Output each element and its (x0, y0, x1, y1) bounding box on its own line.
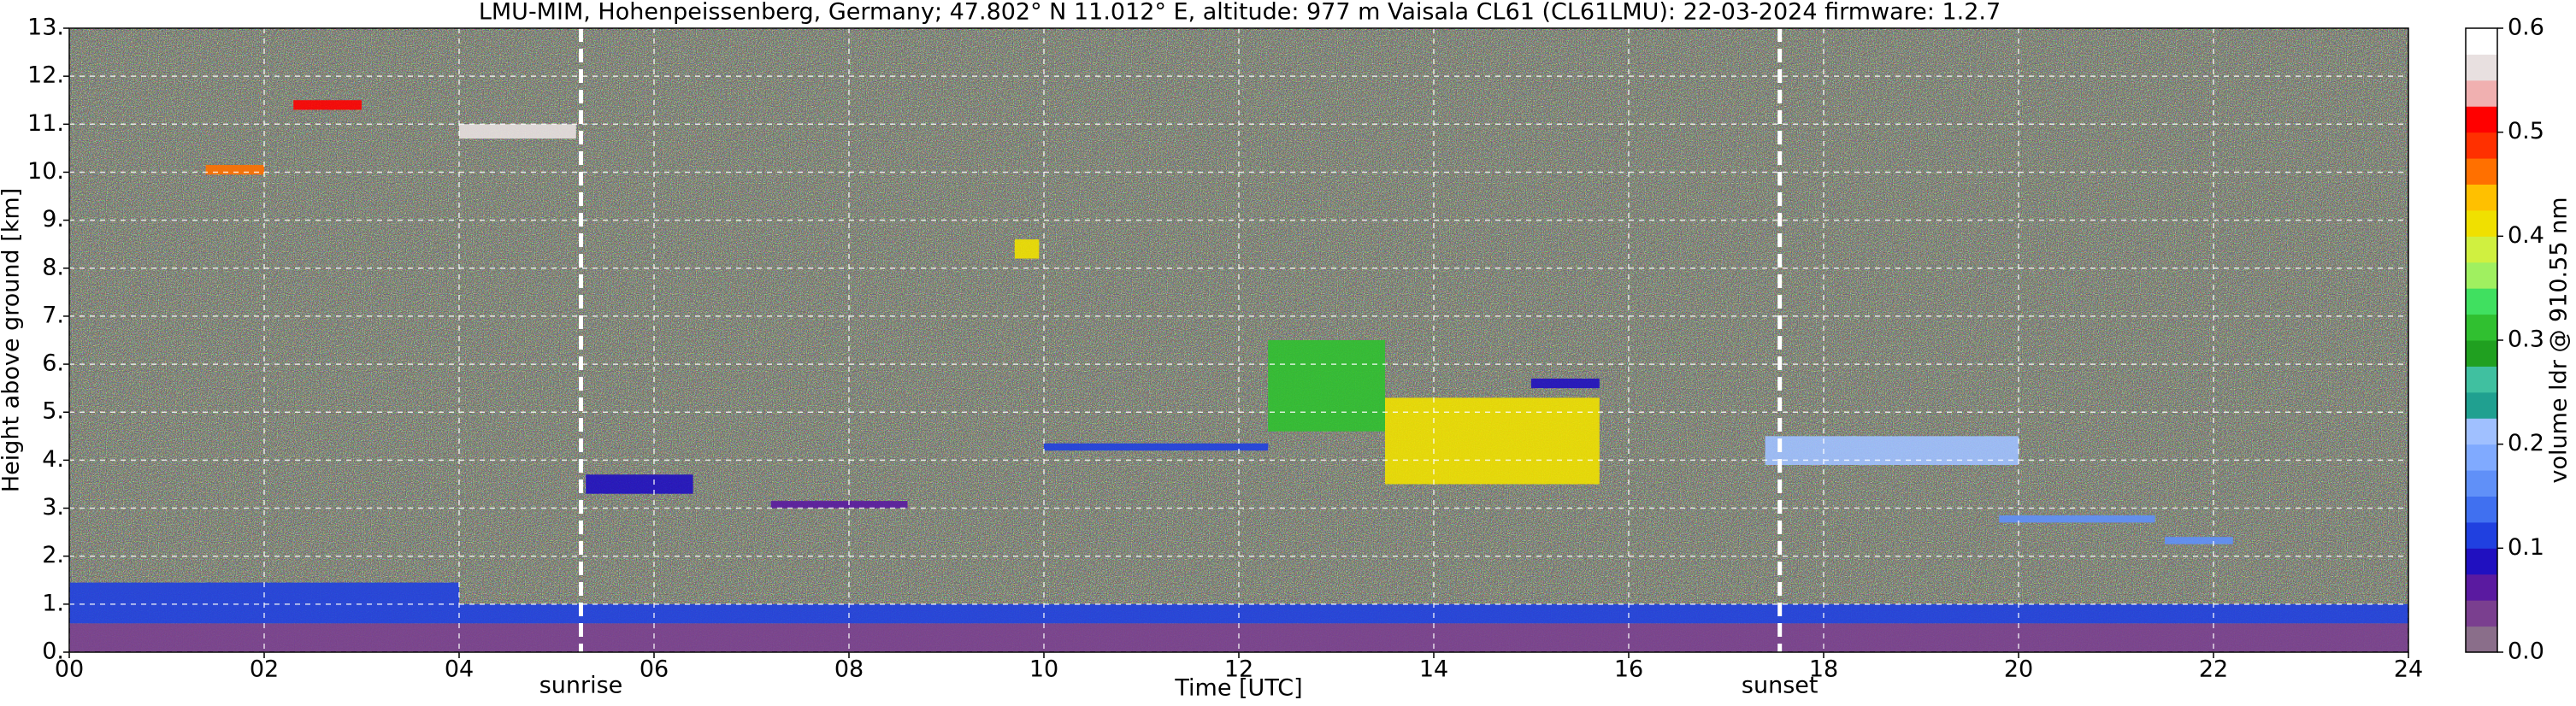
colorbar-swatch (2466, 288, 2497, 315)
x-tick-label: 12 (1224, 656, 1253, 683)
colorbar-swatch (2466, 444, 2497, 471)
y-tick-label: 1. (42, 590, 64, 616)
x-tick-label: 18 (1809, 656, 1838, 683)
colorbar-swatch (2466, 470, 2497, 497)
colorbar-swatch (2466, 184, 2497, 211)
y-tick-label: 12. (27, 62, 64, 89)
colorbar-swatch (2466, 496, 2497, 523)
chart-title: LMU-MIM, Hohenpeissenberg, Germany; 47.8… (479, 0, 2001, 26)
annotation-label: sunset (1742, 673, 1819, 699)
y-tick-label: 11. (27, 110, 64, 137)
ldr-layer (293, 100, 362, 110)
colorbar-swatch (2466, 314, 2497, 341)
ldr-layer (459, 124, 576, 139)
colorbar-tick-label: 0.6 (2508, 15, 2544, 41)
y-tick-label: 7. (42, 302, 64, 328)
colorbar-tick-label: 0.2 (2508, 430, 2544, 456)
y-tick-label: 0. (42, 638, 64, 665)
x-tick-label: 14 (1419, 656, 1448, 683)
y-tick-label: 2. (42, 542, 64, 568)
y-tick-label: 3. (42, 494, 64, 521)
x-tick-label: 22 (2199, 656, 2228, 683)
y-tick-label: 8. (42, 254, 64, 280)
colorbar-swatch (2466, 132, 2497, 159)
x-tick-label: 24 (2394, 656, 2423, 683)
colorbar-swatch (2466, 158, 2497, 185)
colorbar-tick-label: 0.1 (2508, 534, 2544, 561)
colorbar-swatch (2466, 209, 2497, 237)
y-tick-label: 4. (42, 446, 64, 473)
y-tick-label: 5. (42, 398, 64, 425)
y-axis-label: Height above ground [km] (0, 188, 25, 492)
colorbar-swatch (2466, 521, 2497, 549)
x-tick-label: 20 (2004, 656, 2033, 683)
ldr-layer (1385, 397, 1600, 485)
ldr-layer (770, 501, 908, 509)
ldr-layer (205, 165, 264, 175)
x-tick-label: 04 (445, 656, 474, 683)
y-tick-label: 9. (42, 206, 64, 232)
colorbar-swatch (2466, 54, 2497, 81)
colorbar-swatch (2466, 391, 2497, 419)
colorbar-swatch (2466, 366, 2497, 393)
colorbar-label: volume ldr @ 910.55 nm (2546, 197, 2573, 484)
colorbar-swatch (2466, 262, 2497, 289)
colorbar-tick-label: 0.4 (2508, 222, 2544, 249)
ldr-layer (1044, 443, 1269, 451)
ldr-layer (1268, 340, 1385, 432)
colorbar-swatch (2466, 236, 2497, 263)
annotation-label: sunrise (539, 673, 623, 699)
y-tick-label: 6. (42, 350, 64, 377)
colorbar-swatch (2466, 600, 2497, 627)
ldr-layer (2165, 537, 2233, 544)
x-tick-label: 00 (55, 656, 84, 683)
colorbar-tick-label: 0.3 (2508, 327, 2544, 353)
colorbar-swatch (2466, 28, 2497, 55)
x-tick-label: 10 (1029, 656, 1058, 683)
plot-frame (68, 27, 2409, 653)
colorbar-swatch (2466, 106, 2497, 133)
x-tick-label: 06 (640, 656, 669, 683)
ldr-layer (1014, 239, 1040, 259)
colorbar-swatch (2466, 79, 2497, 107)
x-tick-label: 08 (834, 656, 864, 683)
colorbar-swatch (2466, 548, 2497, 575)
colorbar-swatch (2466, 340, 2497, 367)
colorbar-swatch (2466, 418, 2497, 445)
x-axis-label: Time [UTC] (1174, 675, 1302, 702)
colorbar-swatch (2466, 574, 2497, 601)
colorbar-tick-label: 0.5 (2508, 118, 2544, 144)
y-tick-label: 10. (27, 158, 64, 185)
colorbar-tick-label: 0.0 (2508, 638, 2544, 665)
ldr-layer (1531, 378, 1600, 389)
ldr-layer (1999, 515, 2155, 523)
y-tick-label: 13. (27, 15, 64, 41)
colorbar-swatch (2466, 626, 2497, 653)
x-tick-label: 02 (250, 656, 279, 683)
x-tick-label: 16 (1614, 656, 1643, 683)
ldr-layer (586, 474, 693, 494)
